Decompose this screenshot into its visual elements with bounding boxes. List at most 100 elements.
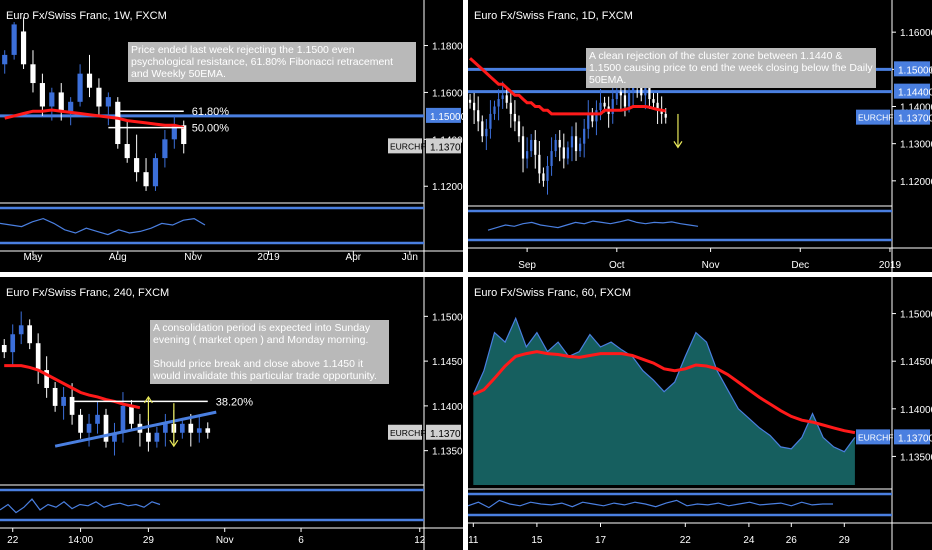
x-tick-label: May	[24, 252, 43, 263]
last-price-tag	[426, 424, 461, 440]
last-price-label: 1.13700	[430, 429, 463, 440]
candle-body	[52, 387, 58, 406]
chart-title: Euro Fx/Swiss Franc, 1W, FXCM	[6, 10, 167, 22]
price-line	[472, 316, 856, 453]
candle-body	[525, 151, 529, 159]
candle-body	[562, 147, 565, 159]
weekly-chart-panel: 1.120001.140001.160001.18000MayAugNov201…	[0, 0, 463, 272]
h4-chart-panel: 1.13500 1.14000 1.14500 1.15000 22 14:00 29 Nov…	[0, 277, 463, 550]
y-tick-label: 1.18000	[432, 42, 463, 53]
last-price-tag	[894, 109, 930, 125]
y-tick-label: 1.16000	[900, 28, 932, 39]
ema-line	[4, 364, 141, 410]
candle-body	[143, 172, 149, 187]
oscillator-line	[0, 217, 206, 236]
x-tick-label: 29	[143, 535, 155, 546]
x-tick-label: 14:00	[68, 535, 93, 546]
x-tick-label: Nov	[184, 252, 202, 263]
candle-body	[103, 414, 109, 442]
candle-body	[11, 24, 17, 55]
x-tick-label: 17	[595, 535, 607, 546]
candle-body	[509, 102, 512, 114]
candle-body	[49, 92, 55, 107]
candle-body	[652, 99, 655, 103]
x-tick-label: 26	[786, 535, 798, 546]
y-tick-label: 1.15000	[432, 312, 463, 323]
candle-body	[603, 102, 606, 107]
x-tick-label: Jun	[402, 252, 418, 263]
daily-chart: 1.12000 1.13000 1.14000 1.15000 1.16000 Sep Oc…	[468, 0, 932, 272]
candle-body	[96, 87, 102, 107]
fib-level-label: 61.80%	[192, 106, 230, 118]
y-tick-label: 1.14000	[432, 402, 463, 413]
last-price-tag	[426, 138, 461, 154]
candle-body	[188, 423, 194, 433]
candle-body	[120, 405, 126, 433]
candle-body	[513, 113, 517, 122]
x-tick-label: 24	[743, 535, 755, 546]
symbol-label: EURCHF	[858, 432, 893, 442]
x-tick-label: 2019	[879, 260, 902, 271]
h1-chart: 1.13500 1.14000 1.14500 1.15000 11 15 17 22 24 26…	[468, 277, 932, 550]
symbol-label: EURCHF	[390, 428, 425, 438]
level-price-tag	[426, 107, 461, 123]
candle-body	[477, 110, 480, 122]
candle-body	[599, 102, 602, 111]
candle-body	[489, 113, 492, 129]
candle-body	[77, 73, 83, 102]
candle-body	[152, 158, 159, 187]
chart-title: Euro Fx/Swiss Franc, 1D, FXCM	[474, 10, 633, 22]
candle-body	[124, 144, 130, 159]
candle-body	[44, 370, 49, 388]
last-price-tag	[894, 429, 930, 445]
candle-body	[497, 99, 500, 107]
candle-body	[517, 121, 521, 137]
x-tick-label: 29	[839, 535, 851, 546]
x-tick-label: 22	[7, 535, 19, 546]
candle-body	[163, 423, 168, 433]
y-tick-label: 1.16000	[432, 88, 463, 99]
candle-body	[538, 154, 541, 174]
x-tick-label: 22	[680, 535, 692, 546]
fib-level-label: 50.00%	[192, 123, 230, 135]
y-tick-label: 1.14000	[900, 405, 932, 416]
candle-body	[644, 84, 647, 96]
x-tick-label: 6	[298, 535, 304, 546]
x-tick-label: 15	[531, 535, 543, 546]
candle-body	[591, 113, 594, 122]
weekly-chart: 1.120001.140001.160001.18000MayAugNov201…	[0, 0, 463, 272]
candle-body	[595, 110, 598, 122]
candle-body	[660, 110, 663, 114]
annotation-line: Should price break and close above 1.145…	[153, 358, 377, 382]
candle-body	[493, 106, 496, 114]
x-tick-label: Oct	[609, 260, 625, 271]
arrow-head	[143, 395, 153, 404]
ema-line	[468, 57, 666, 116]
last-price-label: 1.13700	[898, 114, 932, 125]
candle-body	[86, 73, 93, 88]
chart-title: Euro Fx/Swiss Franc, 60, FXCM	[474, 287, 632, 299]
level-price-label: 1.15000	[430, 112, 463, 123]
candle-body	[205, 428, 211, 433]
candle-body	[546, 165, 549, 181]
price-area	[473, 318, 855, 485]
x-tick-label: Sep	[518, 260, 536, 271]
level-price-label: 1.15000	[898, 65, 932, 76]
candle-body	[648, 84, 651, 100]
oscillator-line	[487, 219, 699, 231]
arrow-head	[169, 439, 179, 448]
arrow-head	[673, 141, 683, 149]
last-price-label: 1.13700	[898, 433, 932, 444]
x-tick-label: 2019	[257, 252, 280, 263]
h4-chart: 1.13500 1.14000 1.14500 1.15000 22 14:00 29 Nov…	[0, 277, 463, 550]
candle-body	[69, 396, 75, 415]
candle-body	[611, 99, 614, 114]
chart-annotation: A clean rejection of the cluster zone be…	[586, 48, 876, 88]
candle-body	[58, 92, 64, 112]
candle-body	[68, 101, 74, 112]
candle-body	[86, 423, 92, 433]
symbol-label: EURCHF	[390, 141, 425, 151]
candle-body	[664, 113, 667, 118]
candle-body	[154, 432, 160, 442]
candle-body	[112, 432, 117, 442]
